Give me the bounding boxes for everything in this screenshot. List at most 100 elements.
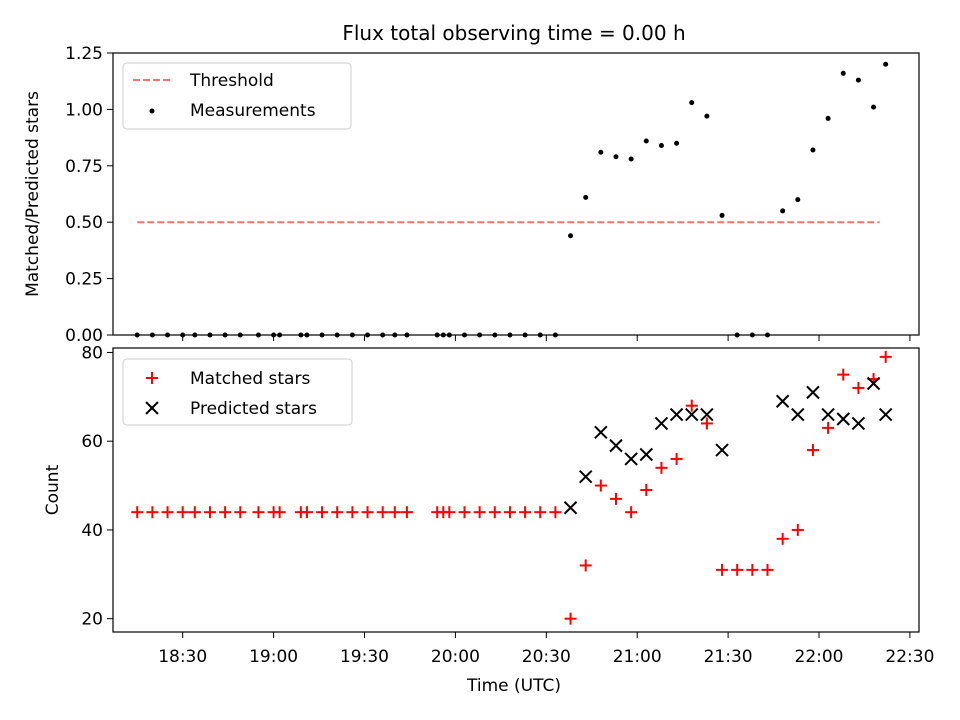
predicted-star-point — [594, 425, 608, 440]
bottom-y-tick-label: 20 — [81, 610, 103, 630]
measurement-point — [780, 208, 786, 214]
matched-star-point — [361, 506, 374, 519]
matched-star-point — [376, 506, 389, 519]
matched-star-point — [776, 532, 789, 545]
top-y-tick-label: 1.00 — [65, 100, 103, 120]
predicted-legend-swatch — [145, 401, 159, 415]
matched-star-point — [203, 506, 216, 519]
x-tick-label: 20:30 — [522, 647, 571, 667]
matched-star-point — [791, 523, 804, 536]
x-tick-label: 18:30 — [158, 647, 207, 667]
measurements-legend-label: Measurements — [190, 101, 316, 121]
top-y-tick-label: 1.25 — [65, 44, 103, 64]
matched-star-point — [300, 506, 313, 519]
matched-star-point — [549, 506, 562, 519]
top-y-axis-label: Matched/Predicted stars — [23, 91, 43, 297]
matched-star-point — [700, 417, 713, 430]
bottom-legend-box — [122, 358, 353, 426]
matched-star-point — [655, 461, 668, 474]
measurement-point — [522, 332, 528, 338]
measurement-point — [334, 332, 340, 338]
matched-star-point — [609, 492, 622, 505]
matched-legend-label: Matched stars — [190, 369, 310, 389]
x-tick-label: 21:30 — [704, 647, 753, 667]
measurement-point — [192, 332, 198, 338]
measurement-point — [492, 332, 498, 338]
matched-star-point — [716, 563, 729, 576]
matched-star-point — [625, 506, 638, 519]
predicted-star-point — [669, 407, 684, 422]
measurement-point — [825, 115, 831, 121]
matched-star-point — [822, 421, 835, 434]
predicted-star-point — [639, 447, 654, 462]
top-legend: Threshold Measurements — [122, 62, 352, 130]
x-tick-label: 21:00 — [613, 647, 662, 667]
bottom-legend: Matched stars Predicted stars — [122, 358, 353, 426]
measurement-point — [134, 332, 140, 338]
matched-star-point — [331, 506, 344, 519]
measurement-point — [349, 332, 355, 338]
bottom-y-axis: 20 40 60 80 — [81, 343, 113, 630]
measurement-point — [871, 104, 877, 110]
predicted-star-point — [654, 416, 669, 431]
measurement-point — [749, 332, 755, 338]
measurement-point — [277, 332, 283, 338]
measurement-point — [255, 332, 261, 338]
predicted-star-point — [806, 385, 820, 400]
measurement-point — [689, 100, 695, 106]
measurement-point — [392, 332, 398, 338]
matched-star-point — [670, 452, 683, 465]
measurement-point — [855, 77, 861, 83]
measurement-point — [883, 61, 889, 67]
matched-star-point — [146, 506, 159, 519]
x-tick-label: 22:30 — [885, 647, 934, 667]
matched-star-point — [346, 506, 359, 519]
bottom-x-axis: 18:30 19:00 19:30 20:00 20:30 21:00 21:30 22:00… — [158, 632, 934, 667]
measurement-point — [719, 212, 725, 218]
measurement-point — [298, 332, 304, 338]
top-y-axis: 0.00 0.25 0.50 0.75 1.00 1.25 — [65, 44, 113, 346]
matched-star-point — [234, 506, 247, 519]
matched-star-point — [388, 506, 401, 519]
predicted-legend-label: Predicted stars — [190, 399, 317, 419]
x-tick-label: 19:00 — [249, 647, 298, 667]
predicted-star-point — [624, 452, 638, 466]
bottom-y-axis-label: Count — [43, 464, 63, 515]
predicted-star-point — [775, 394, 790, 408]
measurement-point — [237, 332, 243, 338]
matched-star-point — [879, 350, 892, 363]
matched-star-point — [161, 506, 174, 519]
measurement-point — [380, 332, 386, 338]
matched-star-point — [731, 563, 744, 576]
x-tick-label: 22:00 — [795, 647, 844, 667]
predicted-star-point — [878, 407, 893, 422]
measurement-point — [613, 154, 619, 160]
measurement-point — [207, 332, 213, 338]
matched-star-point — [488, 506, 501, 519]
predicted-star-point — [866, 376, 881, 391]
matched-star-point — [131, 506, 144, 519]
matched-star-point — [534, 506, 547, 519]
predicted-star-point — [685, 407, 699, 422]
x-tick-label: 19:30 — [340, 647, 389, 667]
matched-star-point — [852, 381, 865, 394]
measurement-point — [440, 332, 446, 338]
matched-star-point — [579, 559, 592, 572]
predicted-star-point — [791, 407, 805, 422]
measurement-point — [840, 70, 846, 76]
measurement-point — [434, 332, 440, 338]
bottom-y-tick-label: 40 — [81, 521, 103, 541]
matched-star-point — [176, 506, 189, 519]
measurement-point — [583, 194, 589, 200]
matched-star-point — [806, 444, 819, 457]
top-y-tick-label: 0.50 — [65, 213, 103, 233]
measurement-point — [319, 332, 325, 338]
matched-star-point — [219, 506, 232, 519]
matched-star-point — [400, 506, 413, 519]
threshold-legend-label: Threshold — [189, 71, 274, 91]
measurement-point — [552, 332, 558, 338]
matched-star-point — [746, 563, 759, 576]
measurement-point — [404, 332, 410, 338]
matched-star-point — [473, 506, 486, 519]
